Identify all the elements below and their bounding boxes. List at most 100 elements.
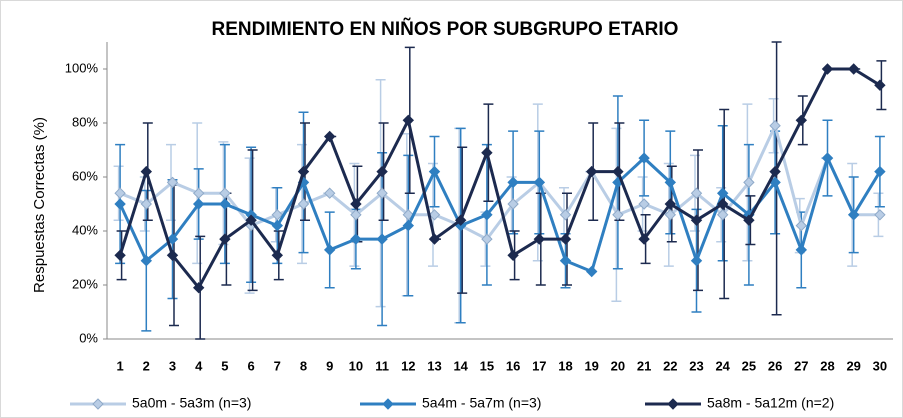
data-point [454, 214, 467, 226]
x-tick-label: 20 [611, 358, 625, 373]
data-point [664, 176, 677, 189]
y-axis-label: Respuestas Correctas (%) [31, 117, 48, 293]
y-tick-label: 20% [72, 276, 98, 291]
y-tick-label: 0% [79, 330, 98, 345]
x-tick-label: 23 [689, 358, 703, 373]
data-point [743, 176, 755, 189]
x-tick-label: 8 [300, 358, 307, 373]
data-point [874, 165, 886, 178]
data-point [874, 209, 886, 221]
data-point [323, 244, 336, 256]
x-tick-label: 26 [768, 358, 782, 373]
data-point [402, 219, 415, 232]
x-tick-label: 18 [558, 358, 572, 373]
x-tick-label: 11 [375, 358, 389, 373]
x-tick-label: 17 [532, 358, 546, 373]
x-tick-label: 29 [846, 358, 860, 373]
y-tick-label: 80% [72, 114, 98, 129]
data-point [533, 176, 546, 189]
data-point [114, 187, 126, 199]
data-point [350, 209, 362, 221]
data-point [323, 187, 336, 199]
x-tick-label: 3 [169, 358, 176, 373]
data-point [140, 165, 153, 178]
legend-label: 5a0m - 5a3m (n=3) [132, 395, 251, 411]
x-tick-label: 5 [221, 358, 228, 373]
data-point [507, 249, 519, 262]
data-point [716, 209, 729, 221]
legend-marker [667, 398, 679, 410]
x-tick-label: 4 [195, 358, 203, 373]
data-point [559, 254, 572, 267]
data-point [664, 198, 677, 210]
x-tick-label: 7 [274, 358, 281, 373]
x-tick-label: 30 [873, 358, 887, 373]
data-point [847, 63, 860, 75]
legend-label: 5a8m - 5a12m (n=2) [707, 395, 834, 411]
data-point [638, 152, 650, 164]
data-point [140, 198, 153, 210]
data-point [507, 198, 519, 210]
x-tick-label: 25 [742, 358, 756, 373]
data-point [114, 249, 126, 262]
data-point [612, 209, 624, 221]
data-point [297, 198, 310, 210]
data-point [559, 233, 572, 245]
data-point [245, 214, 257, 226]
x-tick-label: 24 [715, 358, 730, 373]
data-point [795, 219, 808, 232]
data-point [350, 233, 362, 245]
data-point [376, 233, 388, 245]
data-point [874, 79, 886, 91]
x-tick-label: 16 [506, 358, 520, 373]
data-point [219, 233, 231, 245]
data-point [638, 233, 650, 245]
series-line [118, 67, 881, 291]
x-tick-label: 28 [820, 358, 834, 373]
data-point [690, 254, 703, 267]
y-tick-label: 60% [72, 168, 98, 183]
data-point [481, 233, 493, 245]
data-point [743, 214, 755, 226]
y-tick-label: 100% [65, 60, 99, 75]
legend-marker [92, 398, 104, 410]
data-point [166, 176, 179, 189]
data-point [690, 214, 703, 226]
data-point [350, 198, 362, 210]
data-point [323, 130, 336, 143]
data-point [638, 198, 650, 210]
data-point [271, 249, 284, 262]
x-tick-label: 2 [143, 358, 150, 373]
data-point [376, 165, 388, 178]
x-tick-label: 6 [247, 358, 254, 373]
x-tick-label: 13 [427, 358, 441, 373]
x-tick-label: 12 [401, 358, 415, 373]
data-point [795, 244, 808, 256]
data-point [114, 198, 126, 210]
y-tick-label: 40% [72, 222, 98, 237]
x-tick-label: 21 [637, 358, 651, 373]
data-point [219, 187, 231, 199]
data-point [612, 165, 624, 178]
data-point [507, 176, 519, 189]
data-point [821, 152, 834, 164]
data-point [716, 187, 729, 199]
data-point [481, 209, 493, 221]
x-tick-label: 14 [453, 358, 468, 373]
data-point [402, 114, 415, 127]
data-point [821, 63, 834, 75]
data-point [376, 187, 388, 199]
chart-title: RENDIMIENTO EN NIÑOS POR SUBGRUPO ETARIO [212, 18, 679, 40]
data-point [166, 233, 179, 245]
data-point [297, 165, 310, 178]
x-tick-label: 22 [663, 358, 677, 373]
data-point [271, 219, 284, 232]
data-point [428, 233, 441, 245]
data-point [559, 209, 572, 221]
data-point [192, 281, 205, 294]
data-point [428, 165, 441, 178]
data-point [585, 265, 598, 278]
data-point [481, 146, 493, 159]
legend-marker [382, 398, 394, 410]
